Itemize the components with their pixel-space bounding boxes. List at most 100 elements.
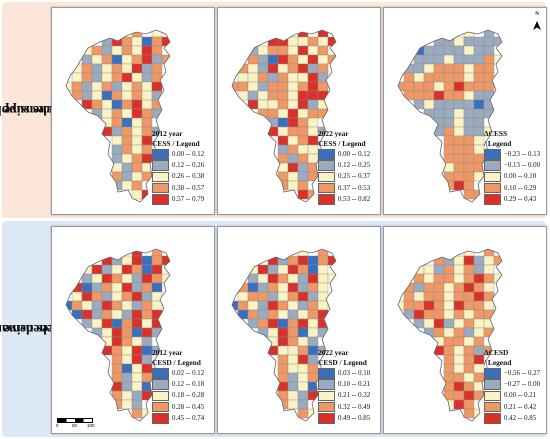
county-region	[111, 282, 123, 293]
county-region	[453, 399, 465, 410]
county-region	[151, 273, 163, 284]
legend-item: 0.12 -- 0.18	[152, 379, 212, 390]
county-region	[443, 153, 455, 164]
legend-item: 0.37 -- 0.53	[318, 182, 378, 194]
county-region	[81, 309, 93, 320]
county-region	[101, 72, 113, 83]
county-region	[131, 144, 143, 155]
county-region	[91, 63, 103, 74]
county-region	[443, 36, 455, 47]
county-region	[287, 117, 299, 128]
county-region	[131, 108, 143, 119]
legend-swatch	[318, 379, 335, 390]
county-region	[111, 90, 123, 101]
county-region	[91, 81, 103, 92]
county-region	[297, 381, 309, 392]
county-region	[277, 363, 289, 374]
county-region	[483, 81, 495, 92]
county-region	[131, 354, 143, 365]
county-region	[443, 99, 455, 110]
county-region	[287, 354, 299, 365]
county-region	[423, 45, 435, 56]
county-region	[443, 300, 455, 311]
county-region	[141, 309, 153, 320]
legend-item: 0.00 -- 0.21	[484, 390, 544, 402]
county-region	[141, 90, 153, 101]
county-region	[297, 345, 309, 356]
county-region	[297, 117, 309, 128]
legend-item: 0.32 -- 0.49	[318, 401, 378, 413]
county-region	[453, 291, 465, 302]
county-region	[317, 318, 329, 329]
county-region	[131, 135, 143, 146]
county-region	[267, 318, 279, 329]
county-region	[121, 135, 133, 146]
county-region	[121, 300, 133, 311]
legend-range-label: −0.27 -- 0.00	[504, 381, 541, 389]
county-region	[121, 117, 133, 128]
county-region	[423, 72, 435, 83]
county-region	[453, 345, 465, 356]
county-region	[151, 81, 163, 92]
county-region	[91, 327, 103, 338]
county-region	[121, 99, 133, 110]
county-region	[111, 72, 123, 83]
county-region	[307, 309, 319, 320]
county-region	[71, 90, 83, 101]
county-region	[463, 171, 475, 182]
county-region	[297, 144, 309, 155]
county-region	[71, 291, 83, 302]
county-region	[307, 264, 319, 275]
county-region	[257, 327, 269, 338]
county-region	[121, 126, 133, 137]
county-region	[111, 327, 123, 338]
county-region	[247, 282, 259, 293]
county-region	[297, 90, 309, 101]
legend-swatch	[484, 368, 501, 379]
legend-swatch	[484, 401, 501, 413]
county-region	[473, 81, 485, 92]
county-region	[473, 36, 485, 47]
county-region	[267, 300, 279, 311]
county-region	[297, 363, 309, 374]
scale-tick-50: 50	[72, 423, 78, 428]
county-region	[483, 282, 495, 293]
map-panel-delta-cesd: ΔCESD / Legend −0.56 -- 0.27 −0.27 -- 0.0…	[383, 226, 547, 434]
county-region	[433, 54, 445, 65]
county-region	[453, 372, 465, 383]
county-region	[317, 63, 329, 74]
county-region	[257, 45, 269, 56]
legend-item: 0.45 -- 0.74	[152, 412, 212, 424]
county-region	[473, 273, 485, 284]
county-region	[257, 90, 269, 101]
county-region	[247, 63, 259, 74]
county-region	[267, 273, 279, 284]
county-region	[267, 336, 279, 347]
legend-items: 0.03 -- 0.10 0.10 -- 0.21 0.21 -- 0.32 0.32…	[318, 368, 378, 424]
county-region	[277, 354, 289, 365]
legend-swatch	[484, 160, 501, 171]
legend-range-label: 0.21 -- 0.42	[504, 403, 537, 411]
legend-title-line2: CESD / Legend	[152, 357, 201, 367]
county-region	[247, 54, 259, 65]
legend-swatch	[318, 368, 335, 379]
county-region	[287, 327, 299, 338]
county-region	[483, 255, 495, 266]
county-region	[121, 162, 133, 173]
county-region	[297, 372, 309, 383]
county-region	[307, 36, 319, 47]
legend-swatch	[484, 182, 501, 194]
map-panel-cesd-2012: 2012 year CESD / Legend 0.02 -- 0.12 0.12…	[51, 226, 215, 434]
county-region	[287, 273, 299, 284]
legend-swatch	[484, 412, 501, 424]
county-region	[257, 309, 269, 320]
county-region	[247, 81, 259, 92]
legend-item: 0.03 -- 0.10	[318, 368, 378, 379]
legend-range-label: 0.12 -- 0.18	[172, 381, 205, 389]
legend-item: 0.10 -- 0.21	[318, 379, 378, 390]
county-region	[307, 144, 319, 155]
county-region	[287, 309, 299, 320]
county-region	[453, 390, 465, 401]
county-region	[267, 81, 279, 92]
county-region	[413, 45, 425, 56]
